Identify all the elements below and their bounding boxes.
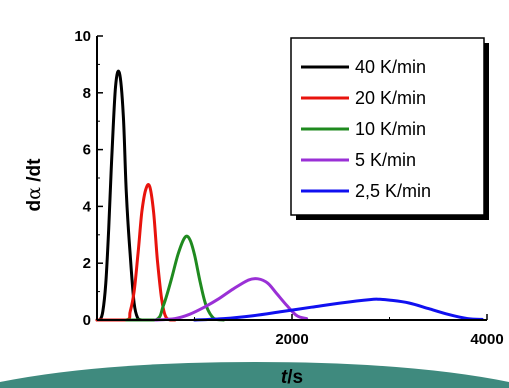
series-line-2	[124, 234, 226, 322]
ticks: 0 2 4 6 8 10 2000 4000	[74, 28, 503, 348]
legend: 40 K/min 20 K/min 10 K/min 5 K/min 2,5 K/min	[290, 37, 489, 220]
x-axis-title: t/s	[281, 367, 303, 388]
series-line-1	[95, 183, 177, 322]
legend-label-4: 2,5 K/min	[355, 181, 431, 201]
y-tick-label-3: 6	[83, 142, 91, 159]
y-tick-label-5: 10	[74, 28, 91, 45]
y-axis-title-post: /dt	[24, 158, 45, 187]
decorative-band	[0, 362, 509, 388]
legend-items: 40 K/min 20 K/min 10 K/min 5 K/min 2,5 K/min	[301, 57, 431, 201]
y-axis-title-greek: α	[23, 187, 45, 200]
y-axis-title: dα /dt	[23, 158, 45, 212]
series-line-3	[154, 277, 309, 322]
y-tick-label-4: 8	[83, 85, 91, 102]
series-line-0	[95, 69, 148, 322]
series-line-4	[193, 297, 484, 322]
y-tick-label-1: 2	[83, 255, 91, 272]
legend-label-3: 5 K/min	[355, 150, 416, 170]
x-tick-label-0: 2000	[275, 331, 308, 348]
x-axis-title-unit: /s	[287, 367, 303, 388]
y-tick-label-0: 0	[83, 312, 91, 329]
legend-label-0: 40 K/min	[355, 57, 426, 77]
y-axis-title-pre: d	[24, 200, 45, 212]
y-tick-label-2: 4	[83, 198, 92, 215]
legend-label-2: 10 K/min	[355, 119, 426, 139]
series-group	[95, 69, 484, 322]
x-axis-title-var: t	[281, 367, 288, 388]
legend-label-1: 20 K/min	[355, 88, 426, 108]
x-tick-label-1: 4000	[470, 331, 503, 348]
